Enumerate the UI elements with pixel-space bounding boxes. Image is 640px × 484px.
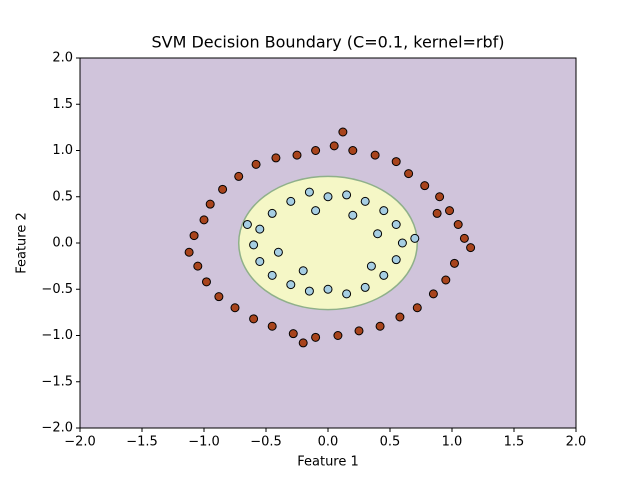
y-tick-label: −1.0: [41, 328, 73, 343]
data-point: [412, 303, 422, 313]
data-point: [242, 220, 252, 229]
x-axis-label: Feature 1: [297, 455, 359, 470]
data-point: [379, 270, 389, 280]
data-point: [366, 261, 376, 271]
data-point: [370, 150, 380, 160]
y-tick-label: 0.5: [52, 189, 73, 204]
y-tick-label: 0.0: [52, 236, 73, 251]
data-point: [311, 332, 321, 342]
data-point: [410, 233, 420, 243]
data-point: [432, 208, 442, 218]
x-tick-label: 2.0: [566, 435, 587, 450]
data-point: [184, 247, 194, 257]
data-point: [391, 157, 401, 167]
data-point: [292, 150, 302, 160]
x-tick-label: −2.0: [64, 435, 96, 450]
data-point: [323, 284, 333, 294]
data-point: [445, 206, 455, 216]
data-point: [441, 275, 451, 285]
data-point: [453, 220, 463, 229]
data-point: [329, 141, 339, 151]
y-tick-label: −0.5: [41, 282, 73, 297]
data-point: [218, 184, 228, 194]
y-tick-label: 1.0: [52, 143, 73, 158]
data-point: [342, 289, 352, 299]
data-point: [234, 171, 244, 181]
data-point: [360, 196, 370, 206]
data-point: [391, 220, 401, 229]
data-point: [354, 326, 364, 336]
data-point: [288, 329, 298, 339]
y-tick-label: 1.5: [52, 97, 73, 112]
data-point: [267, 321, 277, 331]
data-point: [267, 270, 277, 280]
decision-region: [237, 175, 419, 311]
data-point: [342, 190, 352, 200]
data-point: [267, 208, 277, 218]
data-point: [189, 231, 199, 241]
data-point: [323, 192, 333, 202]
data-point: [338, 127, 348, 137]
y-axis-label: Feature 2: [15, 212, 30, 274]
data-point: [311, 146, 321, 155]
x-tick-label: −0.5: [250, 435, 282, 450]
x-tick-label: −1.5: [126, 435, 158, 450]
y-tick-label: −1.5: [41, 374, 73, 389]
data-point: [379, 206, 389, 216]
data-point: [348, 146, 358, 155]
data-point: [304, 286, 314, 296]
x-tick-label: 1.0: [442, 435, 463, 450]
data-point: [466, 243, 476, 253]
data-point: [311, 206, 321, 216]
data-point: [205, 199, 215, 209]
data-point: [214, 292, 224, 302]
y-tick-label: −2.0: [41, 421, 73, 436]
data-point: [251, 159, 261, 169]
x-tick-label: 0.0: [318, 435, 339, 450]
plot-frame: [79, 57, 577, 429]
data-point: [249, 314, 259, 324]
x-tick-label: 1.5: [504, 435, 525, 450]
data-point: [459, 233, 469, 243]
data-point: [298, 266, 308, 276]
data-point: [449, 258, 459, 268]
data-point: [395, 312, 405, 322]
data-point: [420, 181, 430, 191]
data-point: [230, 303, 240, 313]
x-tick-label: −1.0: [188, 435, 220, 450]
data-point: [391, 255, 401, 265]
data-point: [397, 238, 407, 248]
data-point: [333, 331, 343, 340]
data-point: [360, 282, 370, 292]
data-point: [375, 321, 385, 331]
data-point: [201, 277, 211, 287]
data-point: [193, 261, 203, 271]
data-point: [199, 215, 209, 225]
data-point: [273, 247, 283, 257]
data-point: [286, 196, 296, 206]
data-point: [348, 210, 358, 220]
data-point: [255, 224, 265, 234]
data-point: [373, 229, 383, 239]
x-tick-label: 0.5: [380, 435, 401, 450]
data-point: [255, 257, 265, 266]
data-point: [249, 240, 259, 250]
y-tick-label: 2.0: [52, 51, 73, 66]
chart-title: SVM Decision Boundary (C=0.1, kernel=rbf…: [151, 33, 504, 52]
data-point: [435, 192, 445, 202]
data-point: [404, 169, 414, 179]
data-point: [298, 338, 308, 348]
data-point: [271, 153, 281, 163]
data-point: [304, 187, 314, 197]
data-point: [428, 289, 438, 299]
data-point: [286, 280, 296, 290]
